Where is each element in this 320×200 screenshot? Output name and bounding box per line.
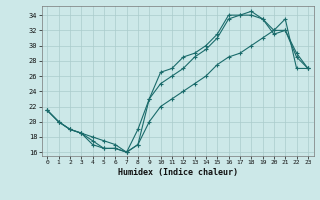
X-axis label: Humidex (Indice chaleur): Humidex (Indice chaleur) [118,168,237,177]
